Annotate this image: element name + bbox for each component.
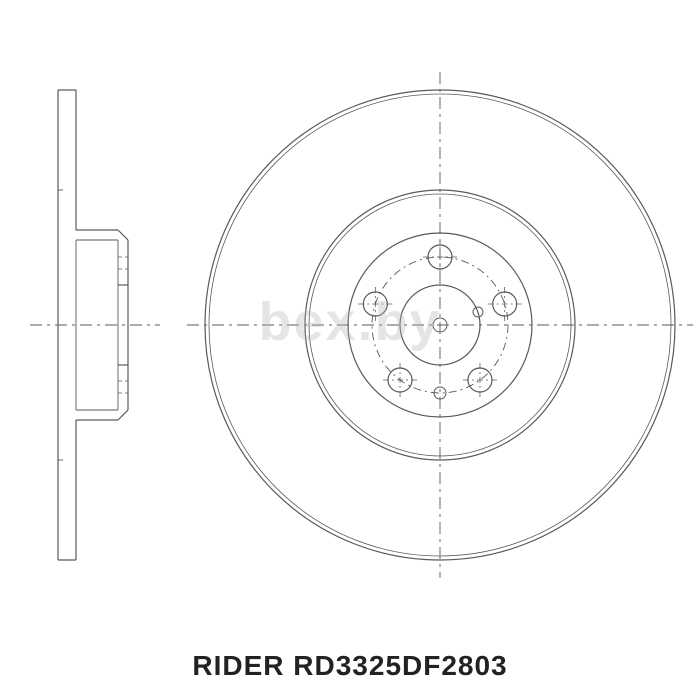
part-label: RIDER RD3325DF2803: [0, 650, 700, 682]
drawing-canvas: bex.by RIDER RD3325DF2803: [0, 0, 700, 700]
front-view: [187, 72, 693, 578]
part-number: RD3325DF2803: [293, 650, 507, 681]
side-view: [30, 90, 160, 560]
brake-disc-diagram: [0, 0, 700, 700]
brand-label: RIDER: [192, 650, 284, 681]
